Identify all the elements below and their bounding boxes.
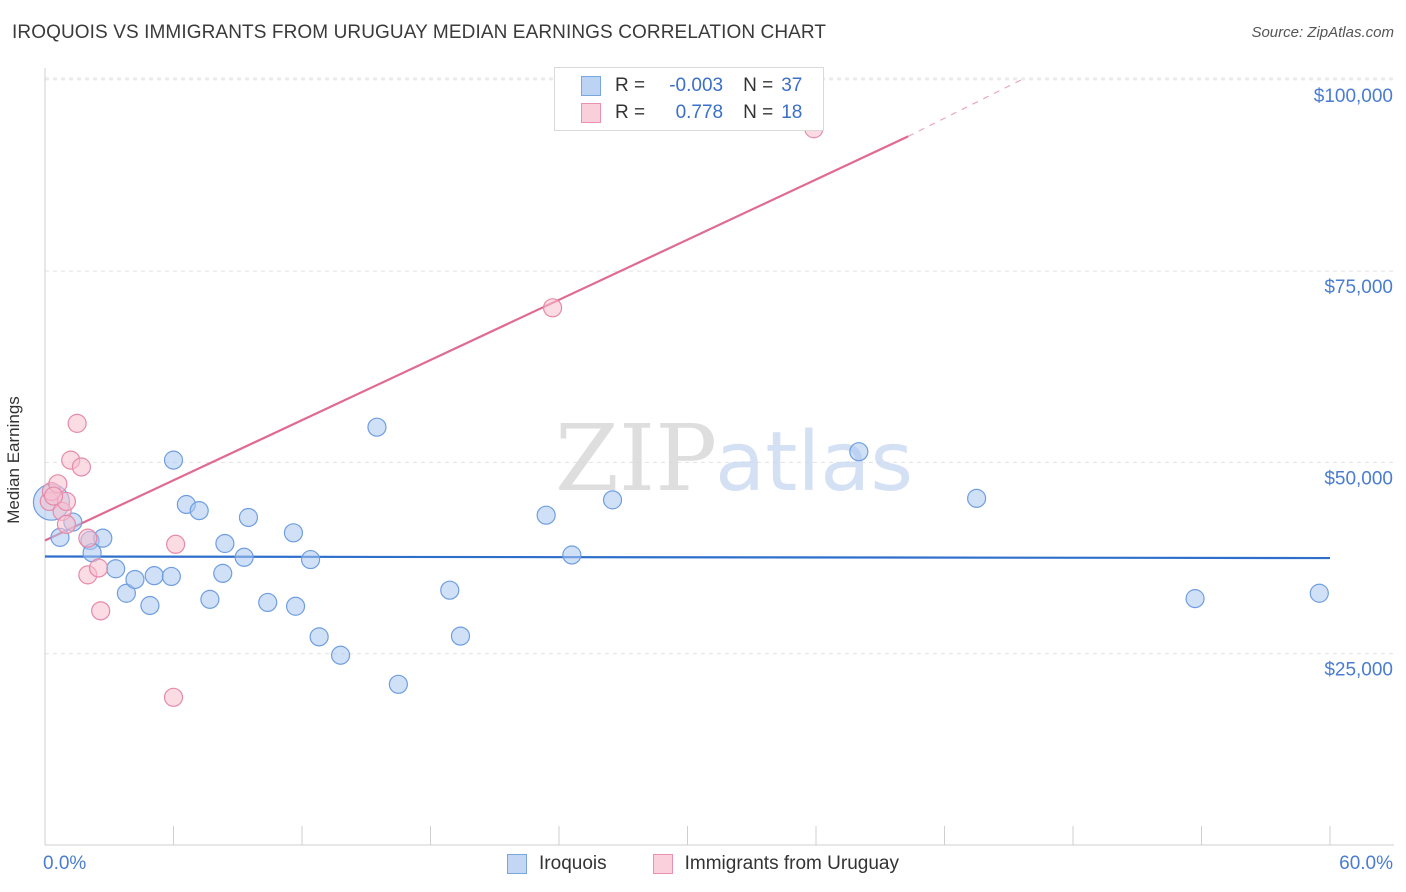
iroquois-point bbox=[849, 442, 869, 462]
legend-r-label: R = bbox=[615, 75, 646, 96]
watermark: ZIP atlas bbox=[555, 405, 913, 512]
legend-label-iroquois: Iroquois bbox=[539, 853, 607, 874]
iroquois-point bbox=[309, 627, 329, 647]
uruguay-point bbox=[163, 687, 184, 707]
iroquois-point bbox=[106, 559, 126, 579]
y-tick-label: $75,000 bbox=[1324, 277, 1393, 298]
uruguay-point bbox=[166, 534, 186, 554]
y-tick-label: $100,000 bbox=[1314, 86, 1393, 107]
iroquois-point bbox=[140, 595, 160, 616]
legend-label-uruguay: Immigrants from Uruguay bbox=[684, 853, 899, 874]
iroquois-point bbox=[116, 583, 136, 603]
stats-legend: R = -0.003 N = 37 R = 0.778 N = 18 bbox=[554, 67, 824, 131]
legend-item-iroquois: Iroquois bbox=[507, 853, 607, 875]
legend-r-value: 0.778 bbox=[675, 102, 724, 123]
iroquois-point bbox=[440, 580, 460, 600]
trend-layer bbox=[44, 76, 1331, 560]
legend-r-value: -0.003 bbox=[669, 75, 724, 96]
chart-title: IROQUOIS VS IMMIGRANTS FROM URUGUAY MEDI… bbox=[12, 22, 827, 43]
iroquois-point bbox=[258, 592, 278, 613]
uruguay-point bbox=[67, 413, 87, 433]
legend-n-label: N = bbox=[743, 75, 774, 96]
iroquois-point bbox=[1309, 583, 1329, 603]
axes-layer bbox=[44, 68, 1394, 846]
legend-row-uruguay: R = 0.778 N = 18 bbox=[581, 101, 802, 125]
legend-swatch-uruguay bbox=[581, 103, 601, 123]
iroquois-point bbox=[967, 488, 987, 508]
legend-n-value: 18 bbox=[781, 102, 803, 123]
iroquois-point bbox=[450, 626, 471, 646]
iroquois-point bbox=[330, 645, 351, 665]
legend-swatch-uruguay bbox=[652, 854, 673, 874]
y-tick-label: $50,000 bbox=[1324, 468, 1393, 489]
uruguay-point bbox=[71, 457, 92, 477]
uruguay-point bbox=[88, 558, 109, 578]
iroquois-point bbox=[1185, 589, 1205, 609]
iroquois-point bbox=[163, 450, 184, 470]
uruguay-point bbox=[91, 601, 111, 621]
series-legend: Iroquois Immigrants from Uruguay bbox=[0, 852, 1406, 876]
iroquois-point bbox=[234, 547, 254, 567]
iroquois-point bbox=[200, 589, 220, 609]
iroquois-point bbox=[215, 533, 235, 554]
legend-r-label: R = bbox=[615, 102, 646, 123]
iroquois-trend-line bbox=[44, 555, 1331, 560]
iroquois-point bbox=[536, 505, 556, 525]
legend-item-uruguay: Immigrants from Uruguay bbox=[652, 853, 899, 875]
watermark-atlas: atlas bbox=[715, 415, 913, 510]
uruguay-point bbox=[43, 486, 64, 506]
iroquois-point bbox=[189, 501, 209, 521]
y-tick-label: $25,000 bbox=[1324, 660, 1393, 681]
points-layer bbox=[32, 119, 1329, 707]
iroquois-point bbox=[602, 490, 623, 510]
y-axis-label: Median Earnings bbox=[4, 396, 23, 524]
iroquois-point bbox=[367, 417, 387, 437]
grid-layer bbox=[45, 77, 1394, 655]
iroquois-point bbox=[125, 569, 145, 590]
iroquois-point bbox=[388, 674, 408, 694]
iroquois-point bbox=[300, 549, 321, 570]
source-credit: Source: ZipAtlas.com bbox=[1251, 24, 1394, 41]
x-tick-label: 60.0% bbox=[1339, 853, 1393, 874]
uruguay-point bbox=[78, 528, 98, 548]
iroquois-point bbox=[161, 566, 181, 587]
iroquois-point bbox=[285, 596, 306, 616]
iroquois-point bbox=[144, 566, 164, 586]
uruguay-trend-line bbox=[44, 135, 909, 542]
legend-swatch-iroquois bbox=[581, 76, 601, 96]
legend-n-label: N = bbox=[743, 102, 774, 123]
legend-swatch-iroquois bbox=[507, 854, 528, 874]
iroquois-point bbox=[283, 523, 304, 543]
x-tick-label: 0.0% bbox=[43, 853, 86, 874]
legend-row-iroquois: R = -0.003 N = 37 bbox=[581, 74, 802, 98]
watermark-zip: ZIP bbox=[555, 405, 717, 512]
iroquois-point bbox=[238, 507, 259, 528]
ticks-layer: $25,000 $50,000 $75,000 $100,000 0.0% 60.0% bbox=[43, 86, 1393, 874]
iroquois-point bbox=[562, 545, 582, 565]
legend-n-value: 37 bbox=[781, 75, 803, 96]
iroquois-point bbox=[213, 563, 233, 583]
uruguay-point bbox=[542, 298, 563, 318]
uruguay-trend-extension bbox=[907, 76, 1027, 137]
uruguay-point bbox=[56, 514, 77, 534]
